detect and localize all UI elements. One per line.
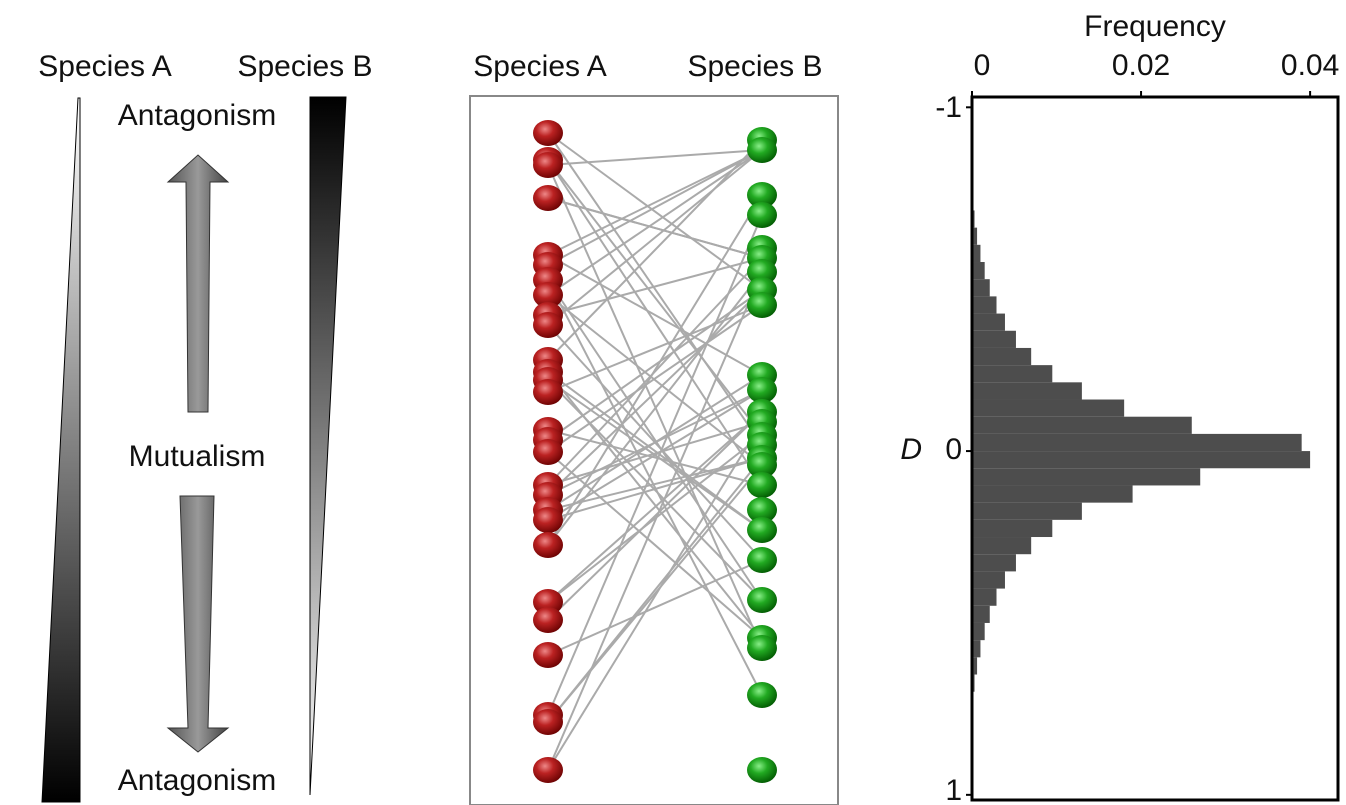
species-a-node xyxy=(533,120,563,146)
network-species-b: Species B xyxy=(687,50,822,83)
species-a-wedge xyxy=(42,98,80,802)
histogram: 0 0.02 0.04 -1 0 1 Frequency D xyxy=(900,10,1339,805)
x-tick-label: 0.04 xyxy=(1281,49,1339,82)
bar xyxy=(972,417,1192,434)
species-b-node xyxy=(747,682,777,708)
bar xyxy=(972,468,1200,485)
species-b-node xyxy=(747,137,777,163)
antagonism-top: Antagonism xyxy=(118,99,276,132)
bar xyxy=(972,451,1310,468)
species-a-node xyxy=(533,757,563,783)
species-b-node xyxy=(747,292,777,318)
bar xyxy=(972,279,990,296)
bar xyxy=(972,314,1005,331)
species-b-node xyxy=(747,587,777,613)
species-a-node xyxy=(533,312,563,338)
species-b-node xyxy=(747,472,777,498)
bar xyxy=(972,400,1124,417)
species-a-node xyxy=(533,507,563,533)
bar xyxy=(972,262,985,279)
bar xyxy=(972,503,1082,520)
bar xyxy=(972,554,1016,571)
x-tick-label: 0 xyxy=(974,49,991,82)
species-b-node xyxy=(747,202,777,228)
mutualism-label: Mutualism xyxy=(129,440,266,473)
bar xyxy=(972,382,1082,399)
bar xyxy=(972,520,1052,537)
species-b-node xyxy=(747,547,777,573)
species-b-node xyxy=(747,757,777,783)
bar xyxy=(972,331,1016,348)
y-tick-label: 1 xyxy=(945,774,962,805)
species-b-label: Species B xyxy=(237,50,372,83)
bar xyxy=(972,365,1052,382)
species-b-node xyxy=(747,635,777,661)
y-tick-label: -1 xyxy=(935,91,962,124)
y-tick-label: 0 xyxy=(945,433,962,466)
bar xyxy=(972,571,1005,588)
bar xyxy=(972,434,1302,451)
bar xyxy=(972,348,1031,365)
species-a-node xyxy=(533,152,563,178)
y-axis-title: D xyxy=(900,433,922,466)
arrow-down xyxy=(168,496,228,752)
network-species-a: Species A xyxy=(473,50,606,83)
bar xyxy=(972,606,990,623)
species-b-wedge xyxy=(310,97,346,795)
species-a-label: Species A xyxy=(38,50,171,83)
figure: Species A Species B Antagonism Mutualism… xyxy=(0,0,1346,805)
species-a-node xyxy=(533,439,563,465)
x-axis-title: Frequency xyxy=(1084,10,1226,43)
species-a-node xyxy=(533,185,563,211)
bar xyxy=(972,589,997,606)
antagonism-bottom: Antagonism xyxy=(118,764,276,797)
arrow-up xyxy=(168,155,228,412)
bar xyxy=(972,623,985,640)
species-a-node xyxy=(533,607,563,633)
bar xyxy=(972,537,1031,554)
species-a-node xyxy=(533,709,563,735)
x-tick-label: 0.02 xyxy=(1112,49,1170,82)
species-a-node xyxy=(533,642,563,668)
bar xyxy=(972,296,997,313)
species-a-node xyxy=(533,532,563,558)
species-b-node xyxy=(747,517,777,543)
species-a-node xyxy=(533,379,563,405)
bar xyxy=(972,485,1133,502)
